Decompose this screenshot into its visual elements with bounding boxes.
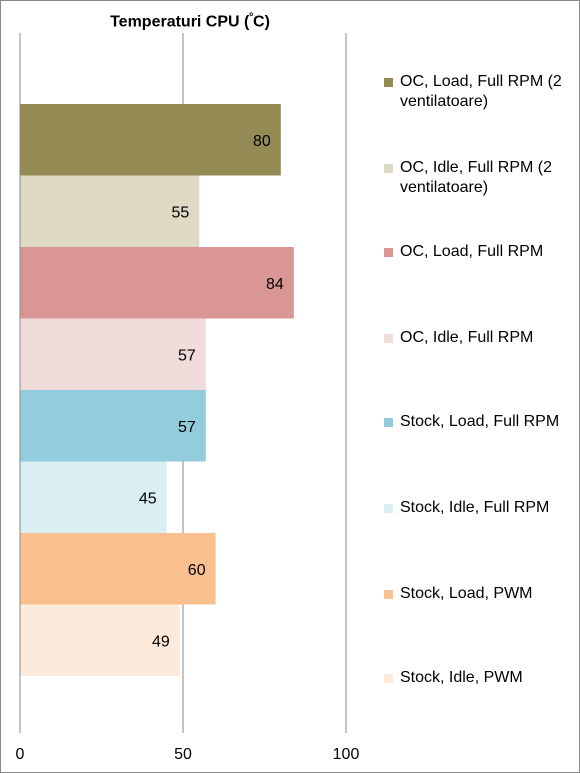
bar-value-label-1: 55 (172, 204, 190, 221)
bar-1 (20, 175, 200, 247)
x-tick-label-1: 50 (174, 746, 192, 763)
x-tick-label-2: 100 (333, 746, 360, 763)
x-tick-label-0: 0 (16, 746, 25, 763)
bar-4 (20, 390, 206, 462)
legend-label-2: OC, Load, Full RPM (400, 243, 544, 260)
legend-label-7: Stock, Idle, PWM (400, 669, 523, 686)
bar-value-label-2: 84 (266, 276, 284, 293)
chart-title-degree: º (249, 12, 254, 23)
legend-label-3: OC, Idle, Full RPM (400, 329, 534, 346)
legend-swatch-6 (384, 590, 393, 599)
bar-value-label-3: 57 (178, 347, 196, 364)
chart-title: Temperaturi CPU (ºC) (0, 12, 380, 31)
bar-2 (20, 247, 294, 319)
bar-3 (20, 318, 206, 390)
chart-title-end: C) (253, 13, 270, 31)
bar-0 (20, 104, 281, 176)
bar-value-label-7: 49 (152, 633, 170, 650)
legend-label-5: Stock, Idle, Full RPM (400, 499, 550, 516)
legend-swatch-1 (384, 164, 393, 173)
legend-label-0: OC, Load, Full RPM (2 ventilatoare) (400, 73, 562, 110)
legend-swatch-7 (384, 674, 393, 683)
bar-value-label-0: 80 (253, 133, 271, 150)
bar-7 (20, 604, 180, 676)
bar-6 (20, 533, 216, 605)
bar-value-label-5: 45 (139, 490, 157, 507)
legend-label-1: OC, Idle, Full RPM (2 ventilatoare) (400, 159, 553, 196)
bar-value-label-6: 60 (188, 562, 206, 579)
chart-title-main: Temperaturi CPU ( (110, 13, 250, 31)
legend-swatch-2 (384, 248, 393, 257)
legend-swatch-4 (384, 418, 393, 427)
legend-swatch-0 (384, 78, 393, 87)
legend-label-4: Stock, Load, Full RPM (400, 413, 560, 430)
legend-swatch-5 (384, 504, 393, 513)
bar-5 (20, 461, 167, 533)
legend-label-6: Stock, Load, PWM (400, 585, 533, 602)
legend-swatch-3 (384, 334, 393, 343)
bar-value-label-4: 57 (178, 419, 196, 436)
